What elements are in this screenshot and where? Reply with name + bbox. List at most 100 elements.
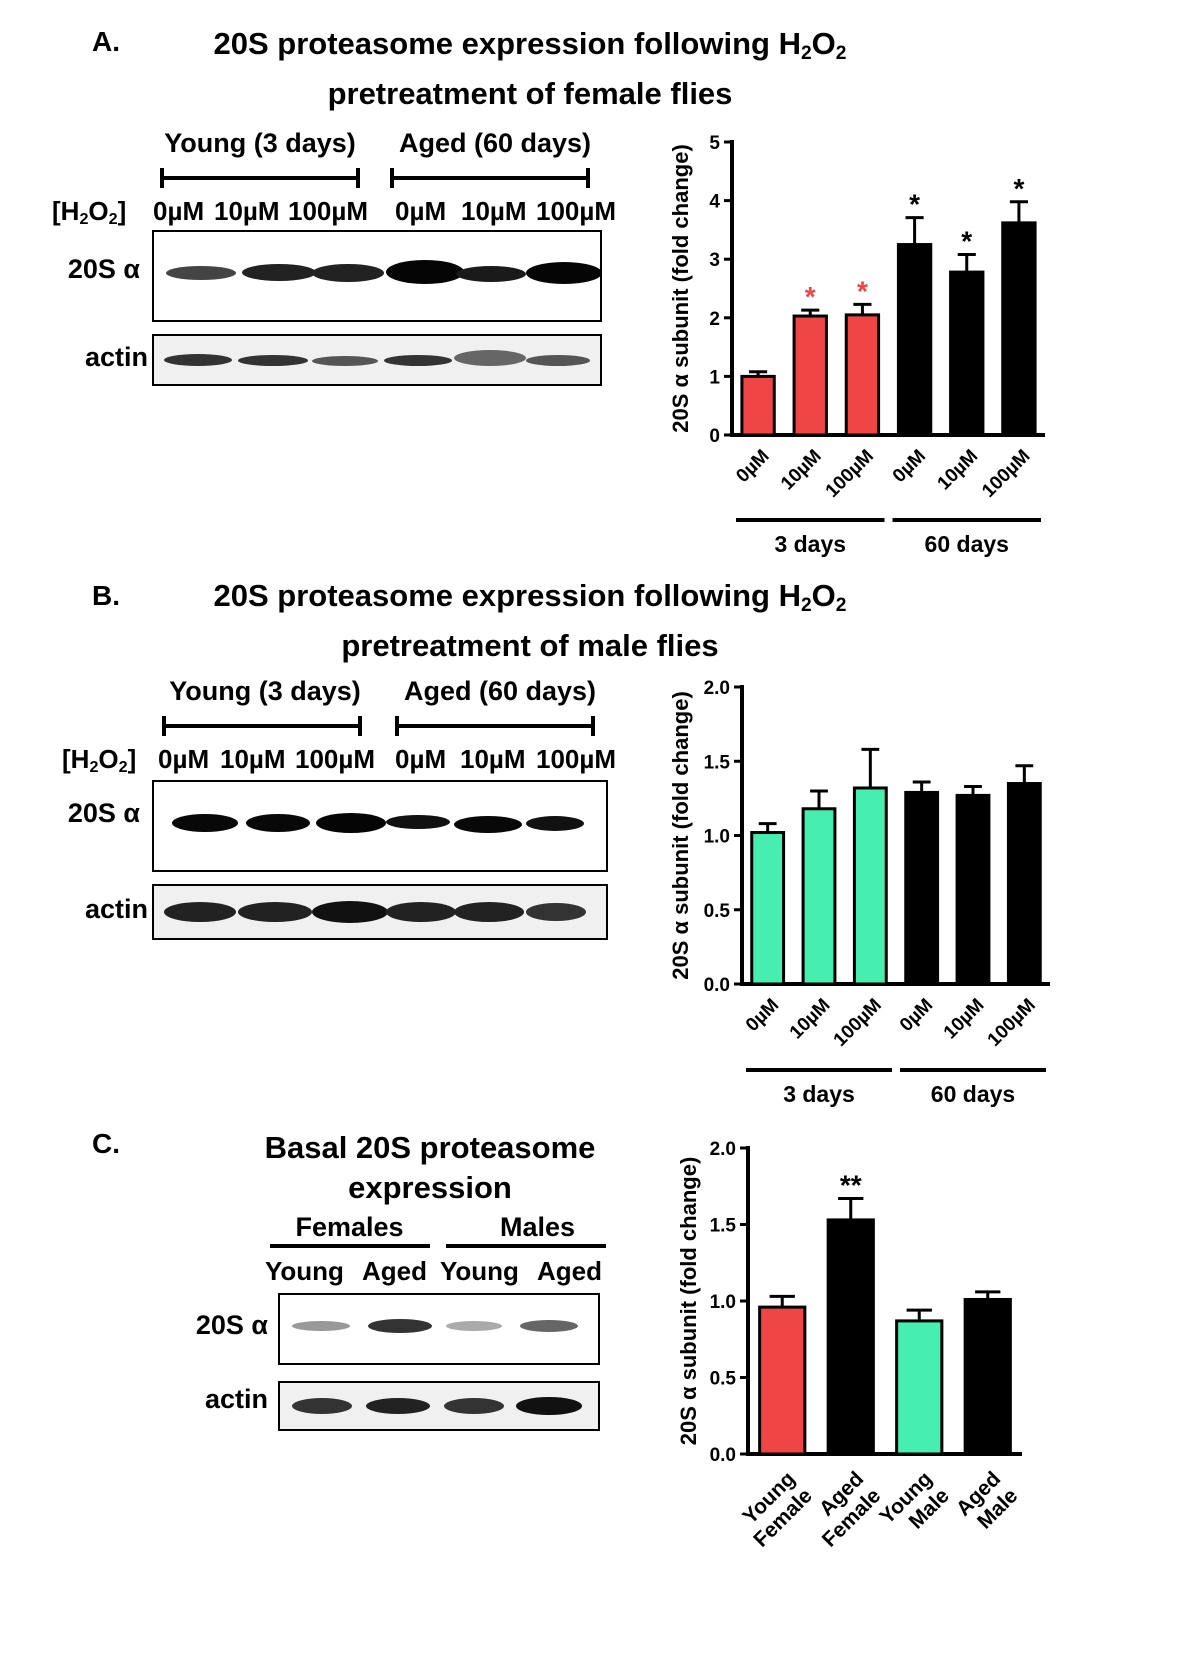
band xyxy=(454,816,522,833)
band xyxy=(456,266,526,282)
panel-b-lane-5: 10µM xyxy=(460,744,526,774)
y-tick-label: 0.5 xyxy=(710,1369,737,1390)
y-tick-label: 2.0 xyxy=(710,1139,736,1160)
bar xyxy=(792,314,828,437)
x-tick-label-line: 10µM xyxy=(777,446,826,495)
panel-a-lane-4: 0µM xyxy=(395,196,447,226)
panel-a-group-aged: Aged (60 days) xyxy=(398,128,592,158)
significance-marker: * xyxy=(805,281,816,312)
panel-a-young-bracket xyxy=(160,168,360,188)
panel-a-lane-1: 0µM xyxy=(153,196,205,226)
x-tick-label: 0µM xyxy=(889,446,930,487)
panel-b-title-line2: pretreatment of male flies xyxy=(341,627,719,663)
chart-b: 0.0 0.5 1.0 1.5 2.0 20S α subunit (fold chang… xyxy=(668,678,1050,1107)
band xyxy=(526,262,602,284)
band xyxy=(516,1397,582,1415)
panel-c-group-males: Males xyxy=(499,1212,576,1242)
chart-a: 0 1 2 3 4 5 20S α subunit (fold change) 0µM * 10µ… xyxy=(668,133,1045,557)
panel-b-lane-3: 100µM xyxy=(295,744,376,774)
band xyxy=(292,1321,350,1331)
panel-c-females-line xyxy=(270,1244,430,1248)
a-h2o2-post: ] xyxy=(117,196,127,226)
x-tick-label-line: 10µM xyxy=(934,446,983,495)
x-tick-label: 0µM xyxy=(742,995,783,1036)
panel-c-row-20s: 20S α xyxy=(195,1310,268,1340)
a-h2o2-sub2: 2 xyxy=(108,210,118,229)
panel-b-lane-1: 0µM xyxy=(158,744,210,774)
x-tick-label: 100µM xyxy=(984,995,1040,1051)
panel-c-title-line2: expression xyxy=(348,1170,512,1205)
panel-c-title-line1: Basal 20S proteasome xyxy=(264,1130,596,1165)
panel-a-h2o2-label: [H2O2] xyxy=(52,196,126,229)
x-tick-label: 0µM xyxy=(732,446,773,487)
bar xyxy=(740,374,776,437)
y-tick-label: 1.5 xyxy=(710,1216,737,1237)
band xyxy=(386,902,456,922)
group-label: 60 days xyxy=(925,531,1009,557)
bar xyxy=(750,831,786,986)
panel-a-aged-bracket xyxy=(390,168,590,188)
panel-b-aged-bracket xyxy=(395,716,595,736)
y-tick-label: 1.0 xyxy=(710,1292,736,1313)
x-tick-label: 10µM xyxy=(934,446,983,495)
x-tick-label: 10µM xyxy=(940,995,989,1044)
band xyxy=(312,901,388,923)
y-axis-label: 20S α subunit (fold change) xyxy=(668,144,693,433)
x-tick-label: 10µM xyxy=(786,995,835,1044)
bar xyxy=(758,1305,807,1456)
group-label: 60 days xyxy=(931,1081,1015,1107)
panel-c-letter: C. xyxy=(92,1128,120,1159)
a-h2o2-sub1: 2 xyxy=(79,210,89,229)
panel-b-blot-actin xyxy=(152,884,608,940)
panel-b-row-20s: 20S α xyxy=(67,798,140,828)
significance-marker: ** xyxy=(840,1169,862,1200)
panel-a-lane-2: 10µM xyxy=(214,196,280,226)
band xyxy=(520,1320,578,1332)
bar xyxy=(844,313,881,437)
group-label: 3 days xyxy=(774,531,846,557)
band xyxy=(454,350,526,366)
panel-a-row-actin: actin xyxy=(84,342,148,372)
panel-b-title: 20S proteasome expression following H2O2… xyxy=(150,576,910,666)
panel-b-letter: B. xyxy=(92,580,120,611)
bar xyxy=(1001,221,1037,437)
band xyxy=(526,903,586,921)
panel-b-row-actin: actin xyxy=(84,894,148,924)
a-h2o2-pre: [H xyxy=(52,196,80,226)
x-tick-label-line: 100µM xyxy=(984,995,1040,1051)
y-tick-label: 0.5 xyxy=(704,901,731,922)
panel-b-blot-20s xyxy=(152,780,608,872)
panel-b-group-young: Young (3 days) xyxy=(169,676,361,706)
panel-c-blot-actin xyxy=(278,1381,600,1431)
x-tick-label-line: 0µM xyxy=(896,995,937,1036)
bar xyxy=(895,1319,944,1456)
y-tick-label: 0.0 xyxy=(704,975,730,996)
bar xyxy=(1006,782,1042,986)
panel-b-lane-4: 0µM xyxy=(395,744,447,774)
band xyxy=(292,1398,352,1414)
x-tick-label: 10µM xyxy=(777,446,826,495)
band xyxy=(384,355,452,366)
band xyxy=(312,356,378,366)
panel-b-young-bracket xyxy=(162,716,362,736)
bar xyxy=(896,243,933,437)
panel-c-lane-4: Aged xyxy=(537,1256,602,1286)
y-axis-label: 20S α subunit (fold change) xyxy=(676,1157,701,1446)
panel-b-h2o2-label: [H2O2] xyxy=(62,744,136,777)
panel-c-lane-3: Young xyxy=(440,1256,519,1286)
panel-a-blot-actin xyxy=(152,334,602,386)
panel-a-title-sub1: 2 xyxy=(800,42,812,64)
x-tick-label: 100µM xyxy=(830,995,886,1051)
band xyxy=(386,260,464,284)
y-tick-label: 0.0 xyxy=(710,1445,736,1466)
band xyxy=(172,814,238,832)
band xyxy=(526,816,584,831)
panel-c-lane-2: Aged xyxy=(362,1256,427,1286)
a-h2o2-mid: O xyxy=(88,196,109,226)
x-tick-label-line: 100µM xyxy=(830,995,886,1051)
b-h2o2-sub2: 2 xyxy=(118,758,128,777)
